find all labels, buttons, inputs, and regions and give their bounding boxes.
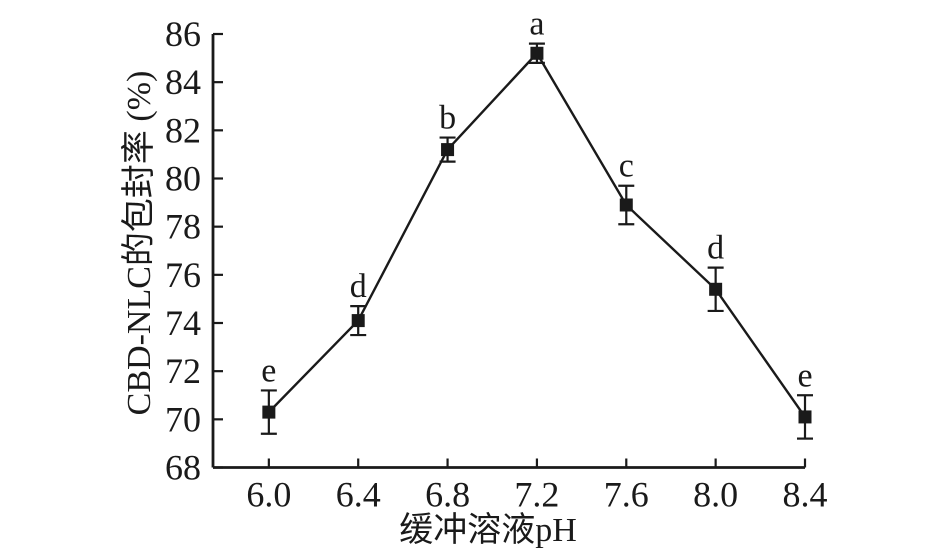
y-tick-label: 78 [165, 207, 201, 247]
significance-letter: d [707, 230, 724, 267]
data-point-marker [351, 314, 365, 328]
x-tick-label: 7.2 [514, 475, 559, 515]
data-point-marker [619, 198, 633, 212]
x-axis-title: 缓冲溶液pH [399, 511, 577, 549]
y-tick-label: 86 [165, 14, 201, 54]
y-tick-label: 82 [165, 110, 201, 150]
y-tick-label: 72 [165, 351, 201, 391]
significance-letter: d [350, 268, 367, 305]
data-point-marker [798, 410, 812, 424]
y-tick-label: 74 [165, 303, 201, 343]
significance-letter: e [261, 352, 276, 389]
y-tick-label: 84 [165, 62, 201, 102]
data-point-marker [530, 46, 544, 60]
x-tick-label: 6.8 [425, 475, 470, 515]
x-tick-label: 6.4 [336, 475, 381, 515]
x-tick-label: 8.4 [783, 475, 828, 515]
x-tick-label: 7.6 [604, 475, 649, 515]
x-tick-label: 6.0 [246, 475, 291, 515]
data-series-line [267, 51, 806, 418]
data-point-marker [709, 282, 723, 296]
significance-letter: c [619, 148, 634, 185]
significance-letter: b [439, 100, 456, 137]
significance-letter: e [797, 357, 812, 394]
y-tick-label: 80 [165, 159, 201, 199]
plot-area: 68 70 72 74 76 78 80 82 84 86 6.0 6.4 6.8 7.2 7.6 8.0 8.… [165, 6, 828, 515]
data-point-marker [441, 143, 455, 157]
y-tick-label: 68 [165, 448, 201, 488]
significance-letter: a [529, 6, 544, 43]
x-tick-label: 8.0 [693, 475, 738, 515]
y-tick-label: 70 [165, 399, 201, 439]
y-axis-title: CBD-NLC的包封率 (%) [120, 71, 158, 416]
data-point-marker [262, 405, 276, 419]
y-tick-label: 76 [165, 255, 201, 295]
